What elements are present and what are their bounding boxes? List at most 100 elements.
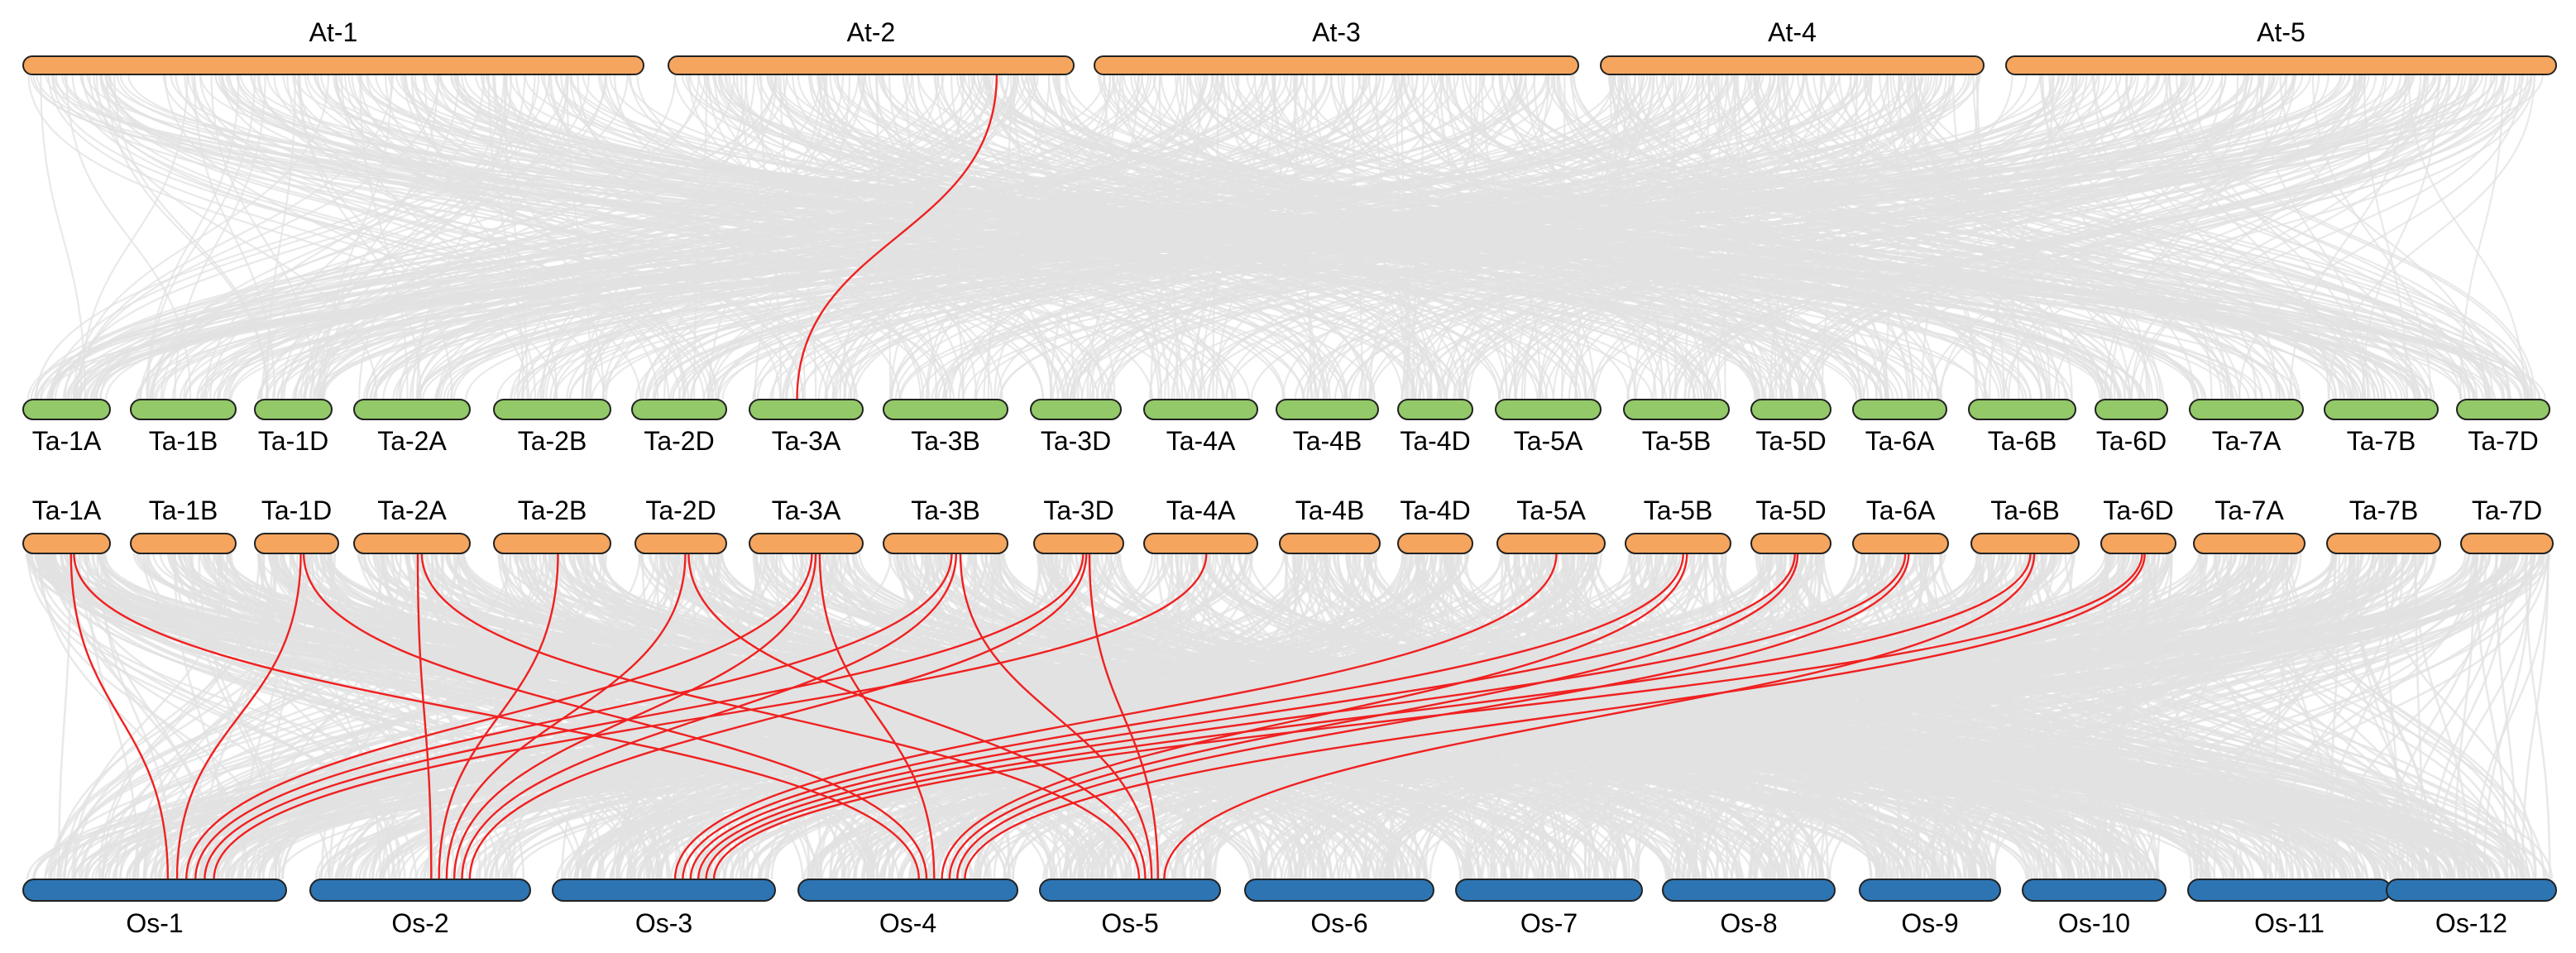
highlight-links-at-ta xyxy=(796,74,998,400)
background-link xyxy=(1017,74,1933,400)
background-link xyxy=(2428,553,2510,880)
highlight-link xyxy=(712,553,2143,880)
background-link xyxy=(2147,553,2466,880)
chromosome-label: Ta-3D xyxy=(1043,496,1113,525)
chromosome-bar xyxy=(749,399,864,420)
background-link xyxy=(344,74,901,400)
background-link xyxy=(1754,74,2491,400)
background-link xyxy=(204,74,486,400)
chromosome-bar xyxy=(22,879,287,902)
chromosome-label: Ta-1A xyxy=(32,496,102,525)
chromosome-label: Ta-4A xyxy=(1166,496,1236,525)
chromosome-bar xyxy=(2456,399,2550,420)
background-link xyxy=(497,553,1784,880)
background-link xyxy=(1111,74,2043,400)
background-link xyxy=(55,74,1430,400)
chromosome-bar xyxy=(1279,533,1381,554)
highlight-link xyxy=(203,553,1085,880)
highlight-link xyxy=(175,553,302,880)
background-link xyxy=(1708,74,2387,400)
background-link xyxy=(2018,553,2427,880)
chromosome-bar xyxy=(1600,55,1985,75)
chromosome-label: Ta-2D xyxy=(644,426,714,456)
background-link xyxy=(1306,74,1623,400)
chromosome-label: Ta-4D xyxy=(1400,496,1470,525)
background-link xyxy=(1387,553,2165,880)
highlight-link xyxy=(453,553,817,880)
background-link xyxy=(230,553,1106,880)
chromosome-label: Ta-7A xyxy=(2212,426,2282,456)
background-link xyxy=(1271,74,1414,400)
background-link xyxy=(577,553,1370,880)
background-link xyxy=(1917,74,2535,400)
background-link xyxy=(209,74,606,400)
background-link xyxy=(1056,553,2129,880)
background-link xyxy=(82,74,710,400)
chromosome-label: At-3 xyxy=(1312,17,1361,47)
background-link xyxy=(1923,553,2334,880)
highlight-link xyxy=(302,553,928,880)
chromosome-bar xyxy=(1623,399,1730,420)
highlight-link xyxy=(185,553,813,880)
background-link xyxy=(400,74,1225,400)
highlight-link xyxy=(445,553,687,880)
chromosome-label: Ta-5D xyxy=(1755,426,1826,456)
background-link xyxy=(199,74,1459,400)
chromosome-bar xyxy=(1244,879,1434,902)
background-link xyxy=(453,553,847,880)
background-link xyxy=(1142,553,2222,880)
background-link xyxy=(1065,74,2272,400)
chromosome-label: Ta-2A xyxy=(377,496,447,525)
background-link xyxy=(1305,553,2531,880)
background-link xyxy=(803,553,2488,880)
background-link xyxy=(1613,553,2267,880)
chromosome-bar xyxy=(1852,533,1949,554)
chromosome-label: Ta-5A xyxy=(1514,426,1583,456)
background-link xyxy=(697,74,2073,400)
background-link xyxy=(309,74,1150,400)
background-link xyxy=(1821,74,1858,400)
chromosome-bar xyxy=(883,533,1008,554)
background-link xyxy=(829,553,996,880)
chromosome-label: At-4 xyxy=(1768,17,1817,47)
background-link xyxy=(228,74,1448,400)
background-link xyxy=(1013,74,1075,400)
background-link xyxy=(276,74,2311,400)
chromosome-bar xyxy=(1033,533,1124,554)
chromosome-bar xyxy=(130,533,237,554)
background-link xyxy=(802,553,2540,880)
background-link xyxy=(600,74,1501,400)
chromosome-bar xyxy=(22,533,111,554)
chromosome-label: Ta-7B xyxy=(2347,426,2416,456)
background-link xyxy=(1800,74,2529,400)
background-link xyxy=(2289,553,2529,880)
background-link xyxy=(2238,74,2523,400)
background-link xyxy=(707,74,826,400)
background-link xyxy=(1838,74,2227,400)
chromosome-label: Ta-6D xyxy=(2096,426,2167,456)
background-link xyxy=(542,74,1009,400)
background-link xyxy=(1545,553,2543,880)
background-link xyxy=(421,74,2450,400)
background-link xyxy=(716,74,1795,400)
background-link xyxy=(2090,553,2107,880)
background-link xyxy=(47,74,1037,400)
highlight-link xyxy=(697,553,1907,880)
chromosome-label: Ta-7B xyxy=(2349,496,2419,525)
background-link xyxy=(641,553,706,880)
background-link xyxy=(1306,74,2460,400)
background-link xyxy=(1343,74,2401,400)
chromosome-label: Ta-4A xyxy=(1166,426,1236,456)
background-link xyxy=(48,553,445,880)
background-link xyxy=(1573,74,2294,400)
background-link xyxy=(1870,553,2345,880)
background-link xyxy=(247,553,1468,880)
chromosome-tracks: At-1 At-2 At-3 At-4 At-5 Ta-1A Ta-1B Ta-1D Ta-2A… xyxy=(22,17,2557,938)
chromosome-bar xyxy=(493,399,611,420)
background-link xyxy=(54,553,330,880)
chromosome-bar xyxy=(749,533,864,554)
highlight-link xyxy=(796,74,998,400)
background-link xyxy=(1781,74,2342,400)
background-link xyxy=(709,74,1366,400)
